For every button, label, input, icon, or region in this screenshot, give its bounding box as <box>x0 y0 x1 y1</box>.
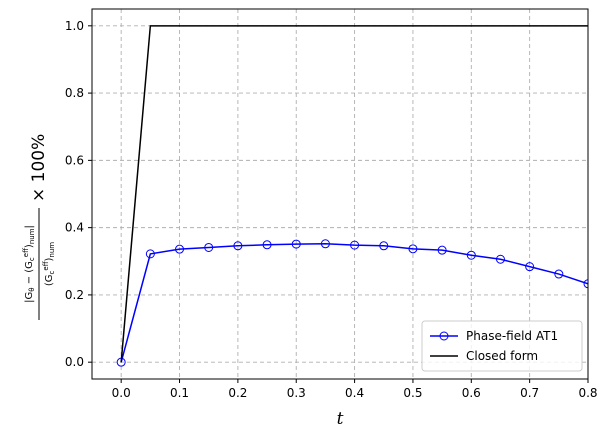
phase-field-at1-point <box>466 250 476 260</box>
y-axis-label-denominator: (Gceff)num <box>42 242 56 286</box>
y-tick-label: 1.0 <box>65 19 84 33</box>
x-axis: 0.0 0.1 0.2 0.3 0.4 0.5 0.6 0.7 0.8 <box>112 379 598 400</box>
legend-marker-phase-field-at1 <box>439 331 449 341</box>
phase-field-at1-point <box>204 242 214 252</box>
y-tick-label: 0.0 <box>65 355 84 369</box>
y-axis-label: |Gθ − (Gceff)num| (Gceff)num × 100% <box>22 134 56 320</box>
legend-box <box>421 320 583 372</box>
phase-field-at1-point <box>262 240 272 250</box>
phase-field-at1-point <box>320 239 330 249</box>
plot-frame <box>91 8 589 380</box>
plot-area <box>116 25 588 367</box>
x-tick-label: 0.5 <box>403 386 422 400</box>
closed-form-line <box>120 25 588 363</box>
y-tick-label: 0.8 <box>65 86 84 100</box>
x-tick-label: 0.8 <box>578 386 597 400</box>
phase-field-at1-point <box>525 262 535 272</box>
phase-field-at1-point <box>291 239 301 249</box>
y-tick-label: 0.4 <box>65 221 84 235</box>
y-tick-label: 0.6 <box>65 153 84 167</box>
legend-label-phase-field-at1: Phase-field AT1 <box>466 329 558 343</box>
x-tick-label: 0.2 <box>228 386 247 400</box>
phase-field-at1-point <box>583 279 588 289</box>
x-tick-label: 0.6 <box>462 386 481 400</box>
x-tick-label: 0.4 <box>345 386 364 400</box>
x-axis-label: t <box>337 409 344 429</box>
phase-field-at1-point <box>233 241 243 251</box>
phase-field-at1-point <box>437 245 447 255</box>
x-tick-label: 0.0 <box>112 386 131 400</box>
phase-field-at1-point <box>350 240 360 250</box>
phase-field-at1-line <box>120 243 588 363</box>
phase-field-at1-point <box>379 241 389 251</box>
phase-field-at1-point <box>554 269 564 279</box>
x-tick-label: 0.7 <box>520 386 539 400</box>
x-tick-label: 0.3 <box>287 386 306 400</box>
phase-field-at1-point <box>495 254 505 264</box>
legend: Phase-field AT1 Closed form <box>421 320 583 372</box>
phase-field-at1-point <box>175 244 185 254</box>
y-axis-label-numerator: |Gθ − (Gceff)num| <box>22 225 36 303</box>
phase-field-at1-point <box>408 244 418 254</box>
y-axis-label-percent: × 100% <box>29 134 49 202</box>
y-tick-label: 0.2 <box>65 288 84 302</box>
y-axis: 0.0 0.2 0.4 0.6 0.8 1.0 <box>65 19 92 369</box>
x-tick-label: 0.1 <box>170 386 189 400</box>
phase-field-at1-point <box>145 249 155 259</box>
legend-label-closed-form: Closed form <box>466 349 538 363</box>
